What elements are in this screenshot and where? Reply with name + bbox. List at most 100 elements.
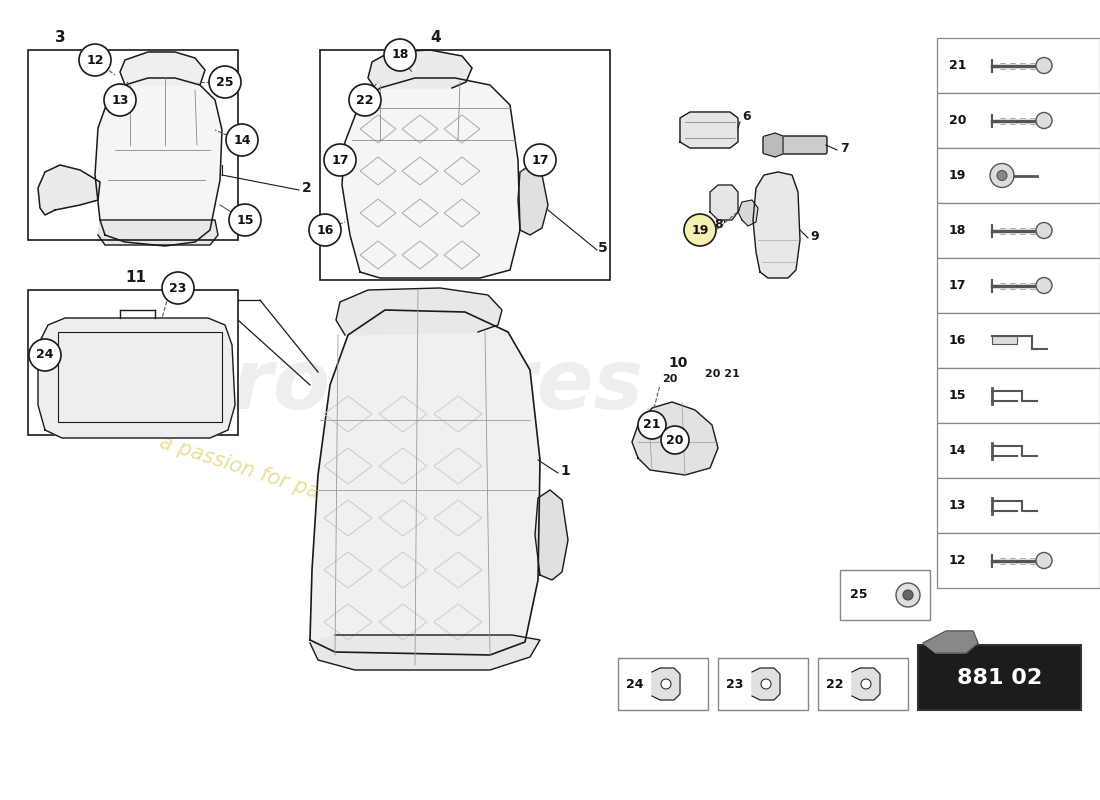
Bar: [992, 335, 1018, 343]
Bar: [28, 50, 238, 240]
Polygon shape: [39, 165, 100, 215]
Polygon shape: [368, 50, 472, 88]
Polygon shape: [310, 635, 540, 670]
Polygon shape: [336, 288, 502, 335]
Circle shape: [638, 411, 666, 439]
Text: 21: 21: [949, 59, 967, 72]
Circle shape: [524, 144, 556, 176]
Circle shape: [990, 163, 1014, 187]
Text: 17: 17: [531, 154, 549, 166]
Bar: [937, 313, 1100, 368]
Bar: [937, 258, 1100, 313]
Text: 19: 19: [949, 169, 967, 182]
Text: 5: 5: [598, 241, 607, 255]
Circle shape: [309, 214, 341, 246]
Text: 24: 24: [626, 678, 644, 690]
Circle shape: [226, 124, 258, 156]
Text: 16: 16: [317, 223, 333, 237]
Text: 18: 18: [949, 224, 967, 237]
Bar: [937, 38, 1100, 93]
Circle shape: [229, 204, 261, 236]
Polygon shape: [518, 165, 548, 235]
Text: 6: 6: [742, 110, 750, 123]
Text: 2: 2: [302, 181, 311, 195]
Polygon shape: [652, 668, 680, 700]
Polygon shape: [120, 52, 205, 85]
Text: 17: 17: [331, 154, 349, 166]
Bar: [937, 478, 1100, 533]
Bar: [937, 533, 1100, 588]
Text: 17: 17: [949, 279, 967, 292]
Text: 13: 13: [949, 499, 967, 512]
Circle shape: [661, 426, 689, 454]
Text: 8: 8: [714, 218, 723, 231]
Text: 10: 10: [668, 356, 688, 370]
Text: 13: 13: [111, 94, 129, 106]
Circle shape: [209, 66, 241, 98]
Bar: [718, 658, 808, 710]
Text: 20: 20: [662, 374, 678, 384]
Text: 881 02: 881 02: [957, 667, 1042, 687]
Circle shape: [997, 170, 1006, 181]
Circle shape: [29, 339, 60, 371]
Text: 12: 12: [949, 554, 967, 567]
Circle shape: [1036, 553, 1052, 569]
Circle shape: [162, 272, 194, 304]
Polygon shape: [95, 78, 222, 246]
Text: 24: 24: [36, 349, 54, 362]
Text: 21: 21: [644, 418, 661, 431]
Polygon shape: [98, 220, 218, 245]
Text: 1: 1: [560, 464, 570, 478]
Polygon shape: [535, 490, 568, 580]
Text: 22: 22: [356, 94, 374, 106]
Circle shape: [1036, 113, 1052, 129]
Bar: [840, 570, 929, 620]
Text: 12: 12: [86, 54, 103, 66]
Text: 7: 7: [840, 142, 849, 155]
Text: 25: 25: [217, 75, 233, 89]
Circle shape: [896, 583, 920, 607]
Polygon shape: [738, 200, 758, 226]
Polygon shape: [342, 78, 520, 278]
Circle shape: [79, 44, 111, 76]
Circle shape: [861, 679, 871, 689]
Polygon shape: [754, 172, 800, 278]
Circle shape: [324, 144, 356, 176]
Text: 25: 25: [850, 589, 868, 602]
Bar: [28, 290, 238, 435]
Text: 3: 3: [55, 30, 66, 45]
Text: 14: 14: [949, 444, 967, 457]
Polygon shape: [923, 631, 978, 653]
Bar: [918, 645, 1081, 710]
Circle shape: [1036, 222, 1052, 238]
Text: 15: 15: [949, 389, 967, 402]
Circle shape: [104, 84, 136, 116]
Text: 14: 14: [233, 134, 251, 146]
Text: 9: 9: [810, 230, 818, 243]
Polygon shape: [710, 185, 738, 220]
FancyBboxPatch shape: [763, 136, 827, 154]
Circle shape: [384, 39, 416, 71]
Text: eurospares: eurospares: [117, 345, 644, 426]
Polygon shape: [752, 668, 780, 700]
Circle shape: [761, 679, 771, 689]
Circle shape: [684, 214, 716, 246]
Bar: [320, 50, 610, 280]
Bar: [937, 148, 1100, 203]
Bar: [58, 332, 222, 422]
Circle shape: [661, 679, 671, 689]
Polygon shape: [680, 112, 738, 148]
Text: 23: 23: [169, 282, 187, 294]
Bar: [937, 423, 1100, 478]
Polygon shape: [764, 133, 783, 157]
Text: 20: 20: [949, 114, 967, 127]
Polygon shape: [852, 668, 880, 700]
Text: 19: 19: [691, 223, 708, 237]
Bar: [818, 658, 907, 710]
Text: a passion for parts since 1885: a passion for parts since 1885: [157, 432, 463, 548]
Bar: [937, 203, 1100, 258]
Text: 22: 22: [826, 678, 844, 690]
Bar: [937, 93, 1100, 148]
Circle shape: [349, 84, 381, 116]
Bar: [937, 368, 1100, 423]
